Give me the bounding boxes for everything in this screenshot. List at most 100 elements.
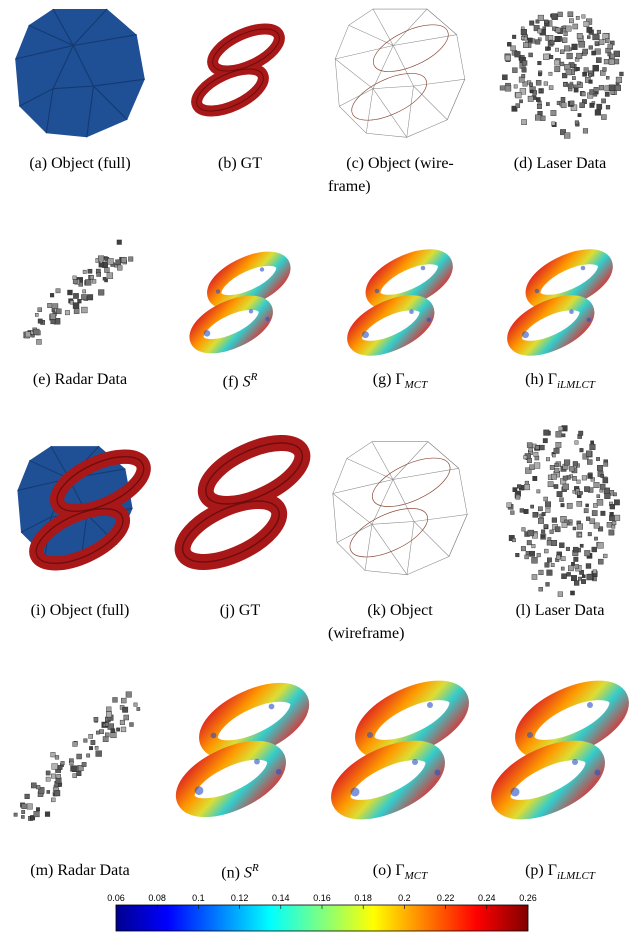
point [512, 34, 517, 39]
point [577, 532, 583, 537]
point [589, 89, 595, 95]
point [538, 569, 544, 576]
point [129, 722, 134, 727]
point [562, 25, 567, 29]
point [526, 540, 532, 546]
point [538, 586, 543, 592]
caption: (o) ΓMCT [373, 862, 428, 882]
point [519, 88, 527, 95]
point [603, 461, 609, 467]
point [102, 277, 107, 281]
point [82, 269, 87, 274]
point [33, 328, 40, 336]
point [116, 727, 120, 732]
point [585, 503, 589, 508]
point [513, 84, 518, 89]
point [576, 479, 581, 484]
point [70, 765, 77, 772]
point [561, 522, 568, 528]
point [564, 459, 571, 466]
point [566, 52, 573, 60]
point [549, 529, 554, 534]
point [613, 499, 620, 506]
point [122, 706, 129, 713]
point [545, 507, 551, 513]
caption-text: S [243, 864, 252, 882]
point [73, 293, 79, 299]
point [76, 753, 82, 760]
point [593, 87, 599, 92]
point [569, 100, 575, 106]
point [606, 76, 610, 80]
point [532, 476, 538, 481]
point [536, 97, 541, 102]
point [26, 803, 33, 810]
point [36, 807, 40, 812]
caption: (j) GT [220, 602, 260, 620]
colorbar-scale [115, 904, 529, 932]
point [504, 85, 512, 92]
point [36, 785, 41, 790]
point [554, 59, 560, 66]
point [87, 294, 94, 301]
point [120, 257, 127, 263]
point [515, 494, 521, 500]
point [96, 272, 102, 277]
point [552, 453, 556, 458]
point [603, 553, 608, 559]
caption-text: Radar Data [57, 862, 130, 879]
point [545, 582, 550, 587]
point [38, 787, 45, 794]
point [551, 540, 558, 546]
point [582, 48, 588, 55]
point [585, 450, 592, 457]
point [510, 510, 515, 515]
point [579, 102, 585, 108]
point [96, 730, 100, 735]
point [576, 33, 583, 39]
caption: (k) Object [367, 602, 432, 620]
point [536, 489, 541, 494]
point [99, 729, 104, 735]
point [593, 92, 598, 97]
point [31, 333, 35, 338]
point [596, 57, 602, 63]
point [527, 37, 533, 43]
point [34, 313, 39, 317]
point [590, 440, 594, 445]
point [611, 524, 616, 529]
point [582, 128, 589, 134]
point [51, 797, 56, 803]
gt-render [174, 430, 311, 574]
point [586, 26, 593, 33]
tick-label: 0.1 [192, 893, 205, 903]
point [523, 484, 530, 491]
tick-label: 0.24 [478, 893, 496, 903]
point [614, 514, 621, 521]
point [546, 569, 553, 576]
caption-sup: R [251, 862, 259, 874]
point [555, 431, 562, 438]
point [521, 67, 527, 73]
point [537, 61, 542, 66]
figure-images [13, 8, 640, 860]
point [602, 67, 607, 72]
point [535, 19, 540, 24]
heat-render [177, 680, 308, 819]
caption-text: Radar Data [54, 371, 128, 388]
point [72, 302, 80, 309]
point [499, 85, 505, 91]
point [133, 702, 138, 707]
point [609, 503, 616, 510]
point [13, 812, 18, 817]
point [594, 536, 598, 541]
point [575, 15, 580, 20]
caption-tag: (n) [221, 864, 240, 882]
point [506, 502, 512, 508]
point [588, 79, 593, 84]
point [571, 562, 575, 566]
point [560, 556, 566, 561]
point [559, 542, 565, 548]
caption-tag: (l) [515, 602, 531, 619]
point [559, 61, 565, 67]
